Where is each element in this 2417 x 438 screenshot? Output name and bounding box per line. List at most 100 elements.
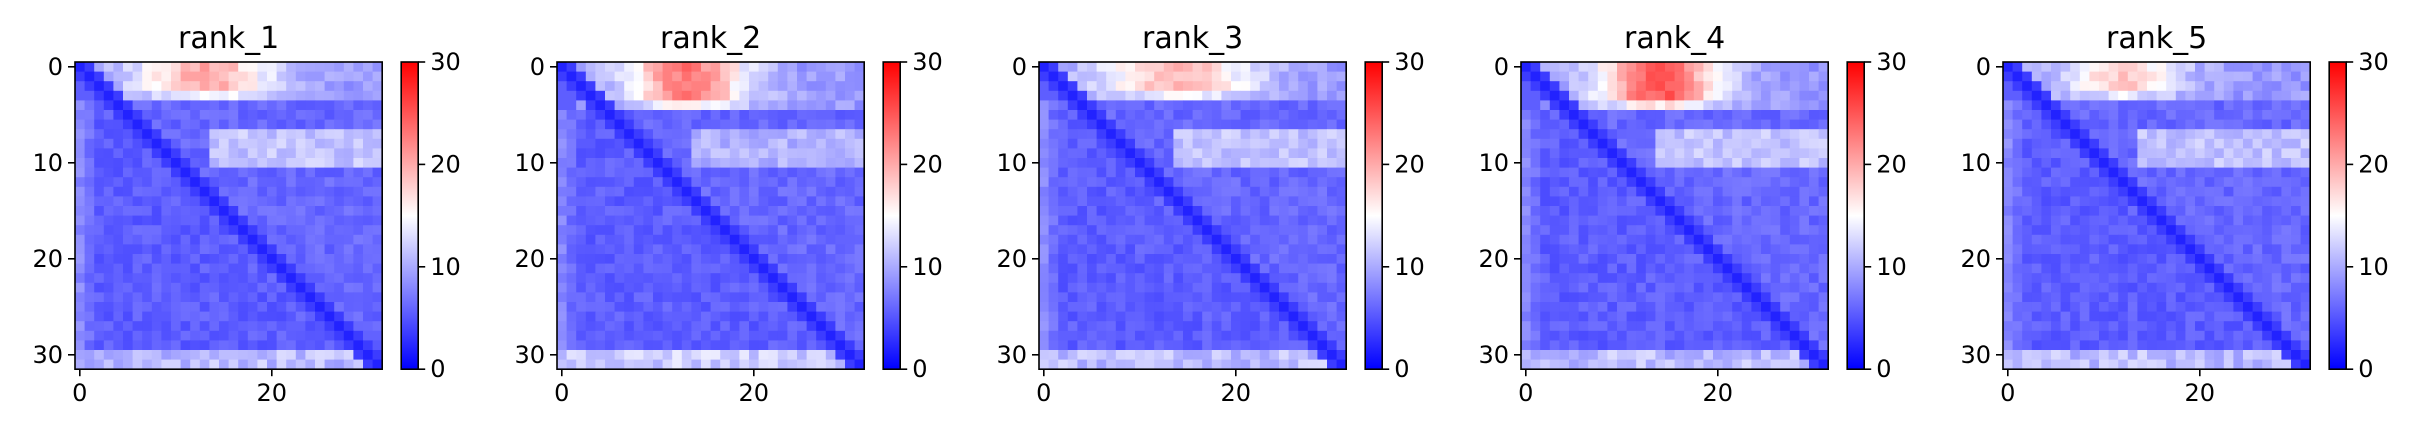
heatmap-cell — [1809, 129, 1819, 140]
heatmap-cell — [681, 244, 692, 255]
heatmap-cell — [614, 273, 625, 284]
heatmap-cell — [2060, 244, 2071, 255]
heatmap-cell — [1163, 292, 1174, 303]
heatmap-cell — [816, 263, 827, 274]
heatmap-cell — [643, 321, 654, 332]
heatmap-cell — [825, 177, 836, 188]
heatmap-cell — [1327, 186, 1337, 197]
heatmap-cell — [1684, 263, 1695, 274]
heatmap-cell — [1684, 225, 1695, 236]
heatmap-cell — [576, 350, 587, 360]
heatmap-cell — [94, 129, 105, 140]
heatmap-cell — [1048, 234, 1059, 245]
heatmap-cell — [1269, 100, 1280, 111]
heatmap-cell — [2118, 254, 2129, 264]
heatmap-cell — [1540, 167, 1551, 178]
heatmap-cell — [1540, 244, 1551, 255]
heatmap-cell — [557, 138, 567, 149]
heatmap-cell — [113, 234, 124, 245]
heatmap-cell — [267, 330, 277, 341]
heatmap-cell — [238, 110, 249, 120]
heatmap-cell — [624, 302, 635, 312]
heatmap-cell — [1770, 244, 1781, 255]
heatmap-cell — [1741, 359, 1752, 370]
heatmap-cell — [1818, 158, 1829, 168]
heatmap-cell — [739, 110, 750, 120]
heatmap-cell — [787, 263, 798, 274]
heatmap-cell — [605, 206, 615, 216]
heatmap-cell — [199, 71, 210, 82]
heatmap-cell — [94, 225, 105, 236]
heatmap-cell — [2127, 62, 2138, 72]
heatmap-cell — [2127, 215, 2138, 226]
heatmap-cell — [1048, 148, 1059, 159]
heatmap-cell — [334, 186, 345, 197]
heatmap-cell — [845, 100, 855, 111]
heatmap-cell — [1607, 311, 1618, 322]
heatmap-cell — [1087, 90, 1097, 101]
heatmap-cell — [286, 138, 297, 149]
heatmap-cell — [825, 330, 836, 341]
heatmap-cell — [1115, 263, 1126, 274]
heatmap-cell — [1327, 330, 1337, 341]
heatmap-cell — [334, 119, 345, 130]
heatmap-cell — [1173, 196, 1184, 207]
heatmap-cell — [2281, 234, 2292, 245]
heatmap-cell — [2281, 244, 2292, 255]
heatmap-cell — [1173, 215, 1184, 226]
heatmap-cell — [1761, 129, 1771, 140]
heatmap-cell — [1211, 90, 1222, 101]
heatmap-cell — [2012, 110, 2023, 120]
heatmap-cell — [749, 254, 759, 264]
heatmap-cell — [1722, 110, 1733, 120]
heatmap-cell — [1039, 167, 1049, 178]
heatmap-cell — [1665, 186, 1675, 197]
heatmap-cell — [1588, 350, 1599, 360]
heatmap-cell — [1703, 110, 1714, 120]
heatmap-cell — [219, 100, 229, 111]
heatmap-cell — [1559, 119, 1570, 130]
heatmap-cell — [1607, 292, 1618, 303]
heatmap-cell — [2175, 81, 2186, 92]
heatmap-cell — [142, 90, 153, 101]
heatmap-cell — [1578, 100, 1589, 111]
heatmap-cell — [749, 71, 759, 82]
heatmap-cell — [662, 215, 673, 226]
heatmap-cell — [825, 244, 836, 255]
heatmap-cell — [1067, 330, 1078, 341]
heatmap-cell — [84, 254, 95, 264]
heatmap-cell — [1087, 167, 1097, 178]
heatmap-cell — [247, 350, 258, 360]
heatmap-cell — [1559, 254, 1570, 264]
heatmap-cell — [1799, 81, 1810, 92]
heatmap-cell — [1048, 110, 1059, 120]
heatmap-cell — [1058, 263, 1069, 274]
heatmap-cell — [2281, 206, 2292, 216]
heatmap-cell — [1703, 273, 1714, 284]
heatmap-cell — [1674, 350, 1685, 360]
heatmap-cell — [768, 292, 779, 303]
heatmap-cell — [1588, 311, 1599, 322]
heatmap-cell — [1713, 330, 1723, 341]
y-tick-label: 0 — [530, 53, 545, 81]
heatmap-cell — [1298, 292, 1309, 303]
heatmap-cell — [710, 81, 721, 92]
heatmap-cell — [2291, 81, 2301, 92]
heatmap-cell — [84, 110, 95, 120]
heatmap-cell — [2041, 254, 2052, 264]
heatmap-cell — [633, 254, 644, 264]
heatmap-cell — [1087, 71, 1097, 82]
heatmap-cell — [1540, 129, 1551, 140]
heatmap-cell — [806, 90, 817, 101]
heatmap-cell — [219, 186, 229, 197]
heatmap-cell — [305, 340, 316, 351]
heatmap-cell — [2300, 90, 2311, 101]
heatmap-cell — [305, 273, 316, 284]
heatmap-cell — [1559, 129, 1570, 140]
heatmap-cell — [1173, 100, 1184, 111]
heatmap-cell — [1521, 177, 1531, 188]
heatmap-cell — [1549, 148, 1560, 159]
heatmap-cell — [209, 186, 220, 197]
heatmap-cell — [94, 330, 105, 341]
heatmap-cell — [1693, 62, 1704, 72]
